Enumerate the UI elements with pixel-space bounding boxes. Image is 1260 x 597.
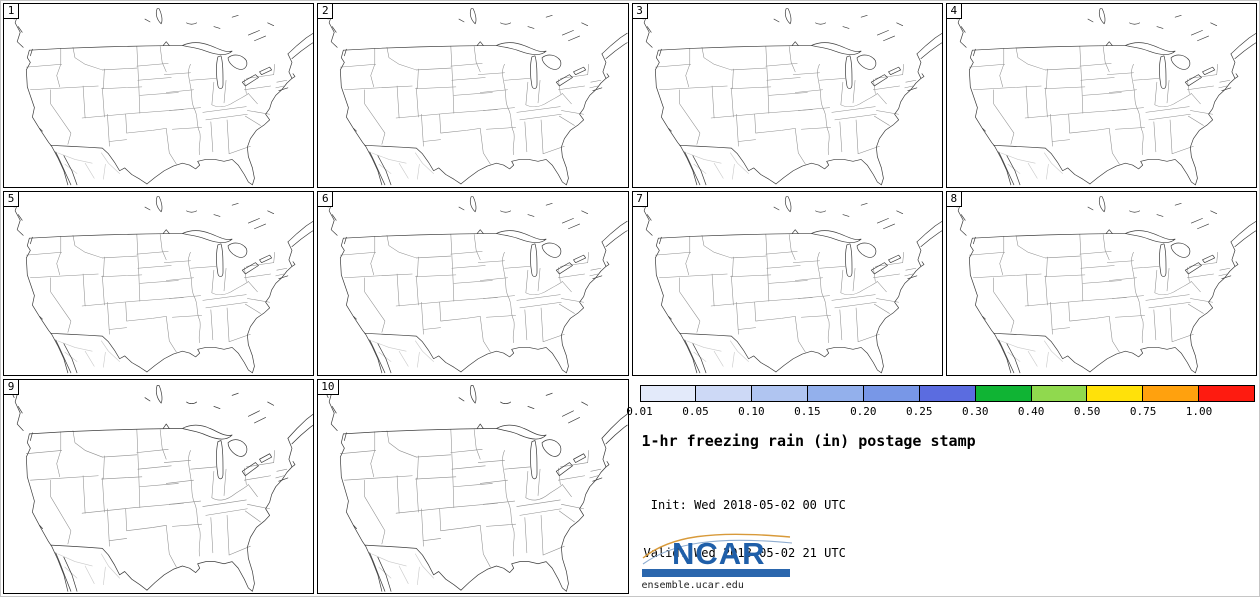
colorbar-labels: 0.01 0.05 0.10 0.15 0.20 0.25 0.30 0.40 0.50 0.75… — [626, 404, 1256, 419]
colorbar-tick-label: 0.15 — [794, 404, 821, 418]
panel-number: 8 — [946, 191, 962, 207]
map-panel-3: 3 — [631, 3, 943, 188]
panel-number: 5 — [4, 191, 19, 207]
colorbar-segment — [975, 385, 1032, 401]
colorbar-segment — [808, 385, 864, 401]
colorbar-segment — [640, 385, 697, 401]
map-panel-8: 8 — [945, 190, 1257, 376]
panel-number: 2 — [318, 4, 334, 19]
panel-number: 7 — [632, 191, 648, 207]
map-panel-4: 4 — [945, 3, 1257, 188]
colorbar-segment — [1143, 385, 1200, 401]
colorbar-tick-label: 0.50 — [1073, 404, 1101, 418]
colorbar-tick-label: 0.75 — [1129, 404, 1157, 418]
map-panel-2: 2 — [317, 3, 629, 188]
colorbar-tick-label: 0.10 — [738, 404, 765, 418]
us-map — [323, 381, 628, 592]
us-map — [323, 193, 628, 373]
ncar-logo-text: NCAR — [672, 536, 766, 568]
valid-time: Valid: Wed 2018-05-02 21 UTC — [643, 546, 846, 561]
us-map — [9, 381, 314, 592]
legend-area: 0.01 0.05 0.10 0.15 0.20 0.25 0.30 0.40 0.50 0.75… — [626, 379, 1258, 595]
map-panel-6: 6 — [317, 190, 629, 376]
init-time: Init: Wed 2018-05-02 00 UTC — [643, 497, 846, 512]
panel-number: 9 — [4, 379, 19, 395]
colorbar-segment — [1087, 385, 1144, 401]
ncar-logo: NCAR — [642, 533, 792, 568]
us-map — [638, 193, 942, 373]
colorbar-tick-label: 0.20 — [850, 404, 877, 418]
us-map — [638, 5, 942, 186]
colorbar-segment — [696, 385, 753, 401]
ncar-logo-bar — [641, 569, 790, 577]
map-panel-1: 1 — [3, 3, 315, 188]
ncar-branding: NCAR ensemble.ucar.edu — [641, 528, 792, 591]
us-map — [323, 5, 628, 186]
colorbar-tick-label: 0.25 — [906, 404, 933, 418]
colorbar-segment — [919, 385, 976, 401]
us-map — [952, 193, 1256, 373]
us-map — [952, 5, 1256, 186]
colorbar-segment — [752, 385, 809, 401]
us-map — [9, 5, 314, 186]
colorbar-segment — [1031, 385, 1088, 401]
panel-number: 4 — [946, 4, 962, 19]
colorbar-segment — [1199, 385, 1254, 401]
colorbar-tick-label: 0.01 — [626, 404, 653, 418]
panel-number: 3 — [632, 4, 648, 19]
chart-title: 1-hr freezing rain (in) postage stamp — [641, 431, 976, 450]
colorbar-segment — [863, 385, 920, 401]
map-panel-9: 9 — [3, 378, 315, 594]
site-url: ensemble.ucar.edu — [641, 580, 744, 591]
time-info: Init: Wed 2018-05-02 00 UTC Valid: Wed 2… — [644, 465, 1256, 595]
map-panel-7: 7 — [631, 190, 943, 376]
colorbar-tick-label: 0.05 — [682, 404, 709, 418]
map-panel-10: 10 — [317, 378, 629, 594]
us-map — [9, 193, 314, 373]
colorbar-tick-label: 0.40 — [1017, 404, 1045, 418]
map-panel-5: 5 — [3, 190, 315, 376]
panel-number: 1 — [4, 4, 19, 19]
panel-number: 10 — [318, 379, 339, 395]
colorbar-tick-label: 0.30 — [961, 404, 989, 418]
colorbar-tick-label: 1.00 — [1185, 404, 1213, 418]
panel-number: 6 — [318, 191, 334, 207]
colorbar — [639, 384, 1255, 402]
